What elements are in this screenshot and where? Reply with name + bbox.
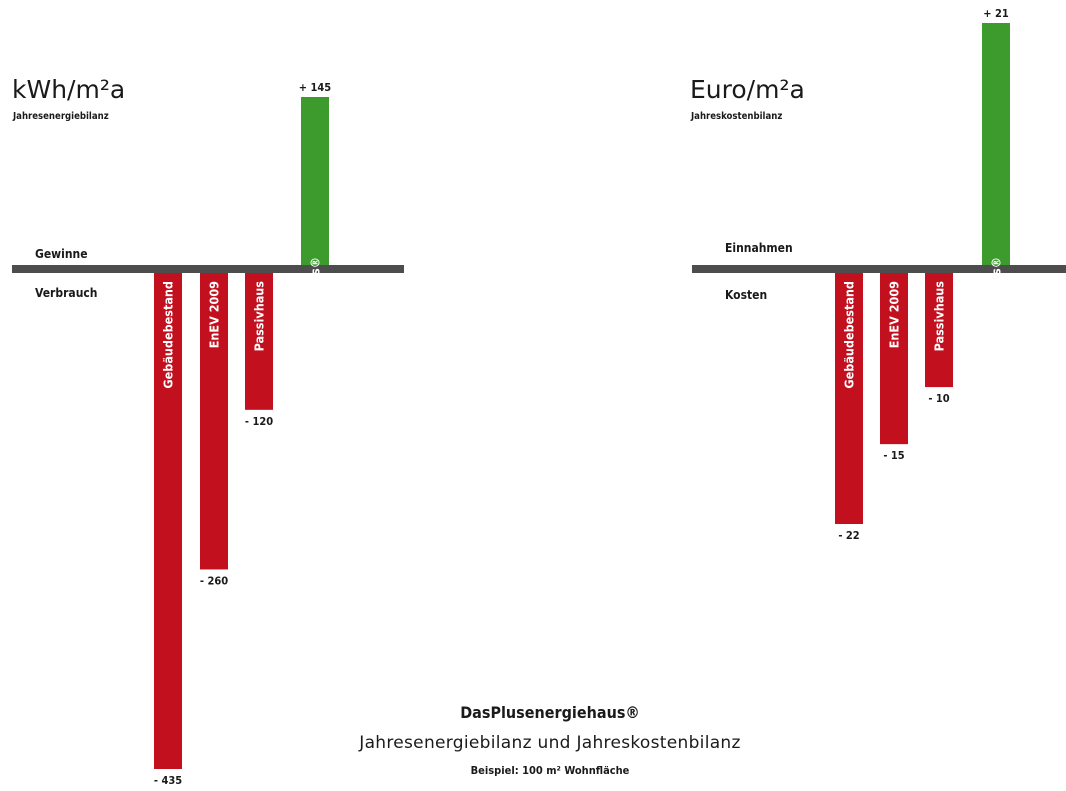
cost-bar-plusenergiehaus — [982, 23, 1010, 265]
cost-value-label-enev-2009: - 15 — [883, 449, 904, 462]
cost-negative-label: Kosten — [725, 288, 767, 302]
energy-bar-label-passivhaus: Passivhaus — [252, 281, 267, 352]
energy-value-label-passivhaus: - 120 — [245, 415, 273, 428]
cost-bar-gebaeudebestand — [835, 273, 863, 524]
cost-bar-label-passivhaus: Passivhaus — [932, 281, 947, 352]
energy-value-label-plusenergiehaus: + 145 — [299, 81, 332, 94]
energy-bar-enev-2009 — [200, 273, 228, 570]
energy-bar-plusenergiehaus — [301, 97, 329, 265]
cost-value-label-gebaeudebestand: - 22 — [838, 529, 859, 542]
energy-value-label-enev-2009: - 260 — [200, 574, 228, 587]
energy-chart-title: kWh/m²a — [12, 75, 125, 104]
cost-bar-label-gebaeudebestand: Gebäudebestand — [842, 281, 857, 389]
energy-chart-subtitle: Jahresenergiebilanz — [12, 111, 109, 122]
caption-subtitle: Jahresenergiebilanz und Jahreskostenbila… — [359, 733, 741, 753]
energy-bar-label-enev-2009: EnEV 2009 — [207, 281, 222, 348]
energy-bar-gebaeudebestand — [154, 273, 182, 769]
energy-positive-label: Gewinne — [35, 247, 88, 261]
caption-title: DasPlusenergiehaus® — [460, 703, 640, 722]
cost-value-label-passivhaus: - 10 — [928, 392, 949, 405]
energy-bar-passivhaus — [245, 273, 273, 410]
energy-value-label-gebaeudebestand: - 435 — [154, 774, 182, 787]
cost-bar-passivhaus — [925, 273, 953, 388]
cost-bar-label-enev-2009: EnEV 2009 — [887, 281, 902, 348]
cost-value-label-plusenergiehaus: + 21 — [983, 7, 1009, 20]
cost-bar-enev-2009 — [880, 273, 908, 445]
energy-zero-axis — [12, 265, 404, 273]
cost-bar-label-plusenergiehaus: Plusenergiehaus® — [989, 257, 1004, 374]
energy-negative-label: Verbrauch — [35, 286, 97, 300]
cost-positive-label: Einnahmen — [725, 241, 793, 255]
cost-chart-subtitle: Jahreskostenbilanz — [690, 111, 782, 122]
cost-chart-title: Euro/m²a — [690, 75, 805, 104]
caption-note: Beispiel: 100 m² Wohnfläche — [470, 764, 630, 777]
cost-zero-axis — [692, 265, 1066, 273]
energy-bar-label-gebaeudebestand: Gebäudebestand — [161, 281, 176, 389]
energy-bar-label-plusenergiehaus: Plusenergiehaus® — [308, 257, 323, 374]
